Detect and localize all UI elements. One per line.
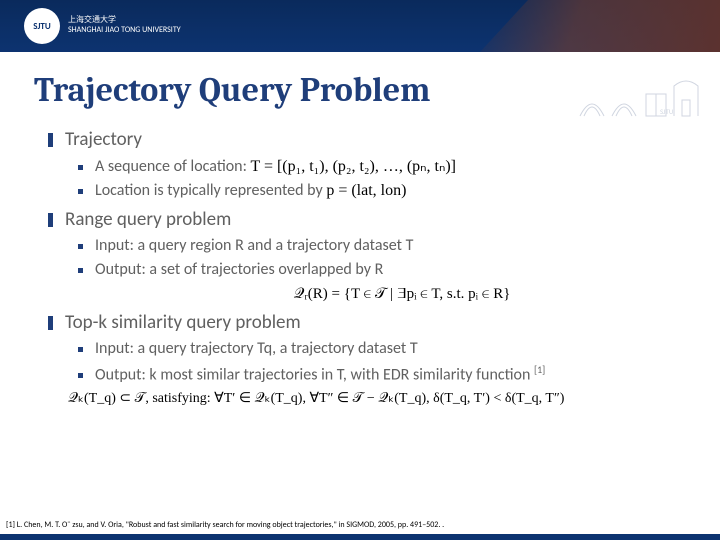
bullet-icon	[78, 373, 83, 378]
logo-glyph: SJTU	[33, 21, 51, 32]
bullet-text: Input: a query trajectory Tq, a trajecto…	[95, 339, 418, 358]
text-pre: A sequence of location:	[95, 157, 250, 176]
svg-text:SJTU: SJTU	[660, 107, 674, 116]
section-topk: Top-k similarity query problem	[48, 311, 686, 334]
logo-line2: SHANGHAI JIAO TONG UNIVERSITY	[68, 26, 181, 36]
bullet-text: Location is typically represented by p =…	[95, 181, 406, 200]
trajectory-def-sequence: A sequence of location: T = [(p₁, t₁), (…	[78, 156, 686, 176]
section-heading: Range query problem	[65, 208, 231, 231]
text-pre: Output: k most similar trajectories in T…	[95, 365, 534, 384]
header-band: SJTU 上海交通大学 SHANGHAI JIAO TONG UNIVERSIT…	[0, 0, 720, 52]
sjtu-watermark-icon: SJTU	[574, 66, 704, 122]
inline-formula: T = [(p₁, t₁), (p₂, t₂), …, (pₙ, tₙ)]	[250, 158, 456, 175]
university-logo: SJTU	[24, 8, 60, 44]
bullet-icon	[78, 189, 83, 194]
footer-bar	[0, 534, 720, 540]
text-pre: Location is typically represented by	[95, 181, 326, 200]
section-trajectory: Trajectory	[48, 128, 686, 151]
logo-text: 上海交通大学 SHANGHAI JIAO TONG UNIVERSITY	[68, 16, 181, 35]
topk-input: Input: a query trajectory Tq, a trajecto…	[78, 339, 686, 358]
header-photo	[480, 0, 720, 52]
section-heading: Trajectory	[65, 128, 142, 151]
bullet-icon	[78, 165, 83, 170]
bullet-text: A sequence of location: T = [(p₁, t₁), (…	[95, 156, 456, 176]
range-input: Input: a query region R and a trajectory…	[78, 236, 686, 255]
trajectory-def-location: Location is typically represented by p =…	[78, 181, 686, 200]
bullet-text: Output: k most similar trajectories in T…	[95, 363, 545, 384]
bullet-icon	[78, 347, 83, 352]
bullet-text: Output: a set of trajectories overlapped…	[95, 260, 383, 279]
bullet-icon	[48, 133, 53, 147]
range-formula: 𝒬ᵣ(R) = {T ∈ 𝒯 | ∃pᵢ ∈ T, s.t. pᵢ ∈ R}	[118, 285, 686, 303]
bullet-icon	[78, 268, 83, 273]
range-output: Output: a set of trajectories overlapped…	[78, 260, 686, 279]
topk-formula: 𝒬ₖ(T_q) ⊂ 𝒯, satisfying: ∀T′ ∈ 𝒬ₖ(T_q), …	[68, 390, 686, 407]
section-range-query: Range query problem	[48, 208, 686, 231]
content-area: Trajectory A sequence of location: T = […	[0, 118, 720, 407]
bullet-icon	[48, 213, 53, 227]
inline-formula: p = (lat, lon)	[326, 182, 406, 199]
bullet-icon	[48, 316, 53, 330]
section-heading: Top-k similarity query problem	[65, 311, 301, 334]
bullet-icon	[78, 244, 83, 249]
topk-output: Output: k most similar trajectories in T…	[78, 363, 686, 384]
footnote-citation: [1] L. Chen, M. T. O¨ zsu, and V. Oria, …	[6, 520, 714, 530]
citation-marker: [1]	[534, 363, 545, 376]
bullet-text: Input: a query region R and a trajectory…	[95, 236, 413, 255]
